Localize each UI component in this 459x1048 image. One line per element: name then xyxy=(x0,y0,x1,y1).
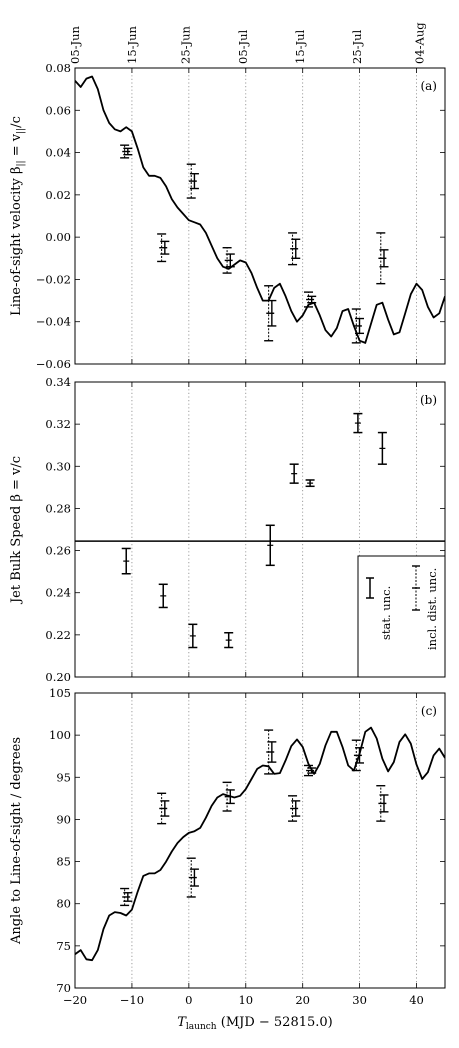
y-label-sub: || xyxy=(16,128,26,134)
panel-a: −0.06 −0.04 −0.02 0.00 0.02 0.04 0.06 0.08 (a) Li… xyxy=(9,61,446,371)
date-label: 05-Jun xyxy=(68,25,82,64)
model-curve xyxy=(75,75,445,344)
data-point xyxy=(186,857,199,898)
data-point xyxy=(376,785,389,822)
data-point xyxy=(351,308,365,344)
y-tick-label: 0.26 xyxy=(45,544,71,558)
y-tick-label: −0.06 xyxy=(36,357,71,371)
y-tick-label: 105 xyxy=(49,686,71,700)
data-point xyxy=(121,547,131,575)
y-tick-label: 0.22 xyxy=(45,628,71,642)
date-label: 25-Jul xyxy=(350,29,364,64)
data-point xyxy=(376,232,389,285)
panel-label: (b) xyxy=(420,393,437,407)
panel-label: (a) xyxy=(420,79,437,93)
data-point xyxy=(224,632,234,649)
data-point xyxy=(289,463,299,484)
data-point xyxy=(288,232,301,266)
data-point xyxy=(188,623,198,649)
x-tick-label: −10 xyxy=(120,993,144,1007)
x-tick-label: 20 xyxy=(295,993,310,1007)
data-point xyxy=(303,764,317,777)
y-axis-label: Angle to Line-of-sight / degrees xyxy=(9,737,24,945)
data-point xyxy=(288,795,301,822)
plot-frame xyxy=(74,67,446,365)
y-tick-label: 0.00 xyxy=(45,230,71,244)
plot-frame xyxy=(74,381,446,678)
date-label: 04-Aug xyxy=(412,22,426,64)
model-curve xyxy=(75,726,445,962)
y-tick-label: 70 xyxy=(56,981,71,995)
panel-c: 70 75 80 85 90 95 100 105 (c) Angle to Line-of-si… xyxy=(9,686,446,995)
legend-label-stat: stat. unc. xyxy=(379,586,393,640)
y-tick-label: 75 xyxy=(56,939,71,953)
date-label: 25-Jun xyxy=(178,25,192,64)
x-tick-label: −20 xyxy=(63,993,87,1007)
panel-label: (c) xyxy=(421,704,437,718)
data-point xyxy=(305,479,315,488)
y-tick-label: 0.32 xyxy=(45,417,71,431)
y-tick-label: 0.30 xyxy=(45,459,71,473)
data-point xyxy=(186,163,199,199)
y-label-rest: = v xyxy=(9,133,24,160)
data-point xyxy=(222,247,235,274)
x-tick-label: 40 xyxy=(409,993,424,1007)
x-tick-label: 10 xyxy=(238,993,253,1007)
legend-box xyxy=(357,555,446,678)
date-label: 05-Jul xyxy=(236,29,250,64)
y-label-end: /c xyxy=(9,116,24,128)
y-label-sub: || xyxy=(16,160,26,166)
x-label-main: T xyxy=(177,1015,187,1030)
x-tick-label: 0 xyxy=(185,993,192,1007)
data-point xyxy=(157,792,170,825)
y-tick-label: 0.20 xyxy=(45,670,71,684)
y-tick-label: 95 xyxy=(56,770,71,784)
y-tick-label: −0.04 xyxy=(36,315,71,329)
y-tick-label: 0.02 xyxy=(45,188,71,202)
y-axis-label: Jet Bulk Speed β = v/c xyxy=(9,456,24,605)
panel-b: 0.20 0.22 0.24 0.26 0.28 0.30 0.32 0.34 (b) Jet B… xyxy=(9,375,446,684)
date-label: 15-Jul xyxy=(293,29,307,64)
y-tick-label: 0.24 xyxy=(45,586,71,600)
y-tick-label: 0.08 xyxy=(45,61,71,75)
data-point xyxy=(222,781,235,812)
data-point xyxy=(303,291,317,308)
x-axis-label: Tlaunch (MJD − 52815.0) xyxy=(177,1015,333,1032)
y-label-main: Angle to Line-of-sight / degrees xyxy=(9,737,24,945)
data-point xyxy=(157,233,170,263)
data-point xyxy=(351,739,365,772)
data-point xyxy=(265,524,275,567)
y-tick-label: 80 xyxy=(56,897,71,911)
legend: stat. unc. incl. dist. unc. xyxy=(357,555,446,678)
y-tick-label: 0.34 xyxy=(45,375,71,389)
y-tick-label: −0.02 xyxy=(36,272,71,286)
data-point xyxy=(120,887,133,907)
y-axis-label: Line-of-sight velocity β|| = v||/c xyxy=(9,116,26,316)
y-label-main: Jet Bulk Speed β = v/c xyxy=(9,456,24,605)
y-label-main: Line-of-sight velocity β xyxy=(9,166,24,315)
data-point xyxy=(264,285,277,342)
y-tick-label: 85 xyxy=(56,855,71,869)
y-tick-label: 90 xyxy=(56,812,71,826)
y-tick-label: 0.28 xyxy=(45,501,71,515)
y-tick-label: 0.04 xyxy=(45,146,71,160)
data-point xyxy=(158,583,168,609)
x-label-rest: (MJD − 52815.0) xyxy=(217,1015,333,1030)
y-tick-label: 100 xyxy=(49,728,71,742)
date-label: 15-Jun xyxy=(125,25,139,64)
x-label-sub: launch xyxy=(186,1022,217,1032)
y-tick-label: 0.06 xyxy=(45,103,71,117)
legend-label-dist: incl. dist. unc. xyxy=(425,568,439,650)
data-point xyxy=(353,412,363,434)
plot-frame xyxy=(74,692,446,989)
data-point xyxy=(264,729,277,775)
data-point xyxy=(377,431,387,465)
x-tick-label: 30 xyxy=(352,993,367,1007)
data-point xyxy=(120,144,133,159)
